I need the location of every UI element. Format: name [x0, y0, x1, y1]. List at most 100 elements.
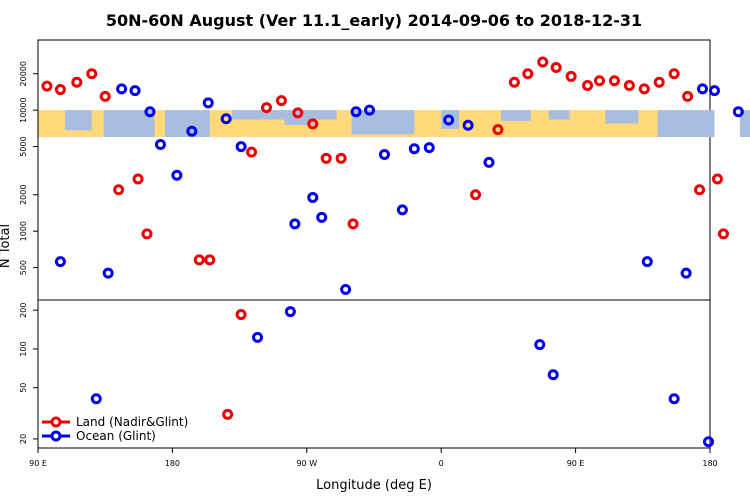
land-point	[653, 76, 665, 88]
land-point	[508, 76, 520, 88]
map-sea-patch	[351, 110, 415, 135]
y-tick-label: 1000	[19, 221, 28, 241]
land-point	[347, 218, 359, 230]
land-point	[668, 68, 680, 80]
x-tick-label: 90 E	[29, 459, 47, 468]
land-point	[132, 173, 144, 185]
ocean-point	[534, 339, 546, 351]
x-tick-label: 180	[165, 459, 180, 468]
y-axis-bottom: 20 50 100 200	[19, 303, 38, 444]
land-point	[470, 189, 482, 201]
land-point	[86, 68, 98, 80]
ocean-point	[378, 149, 390, 161]
ocean-point	[202, 97, 214, 109]
land-point	[550, 62, 562, 74]
map-sea-patch	[548, 110, 570, 120]
land-point	[235, 309, 247, 321]
world-map-band	[38, 110, 750, 138]
ocean-point	[340, 283, 352, 295]
ocean-point	[102, 267, 114, 279]
y-axis-top: 500 1000 2000 5000 10000 20000	[19, 61, 38, 275]
ocean-point	[289, 218, 301, 230]
land-point	[694, 184, 706, 196]
ocean-point	[364, 104, 376, 116]
x-tick-label: 90 W	[296, 459, 317, 468]
bottom-panel-points	[90, 306, 715, 448]
y-tick-label: 200	[19, 303, 28, 318]
y-tick-label: 500	[19, 260, 28, 275]
land-point	[222, 408, 234, 420]
ocean-point	[284, 306, 296, 318]
bottom-panel-frame	[37, 299, 711, 449]
land-point	[638, 83, 650, 95]
legend-label: Land (Nadir&Glint)	[76, 415, 188, 429]
legend-marker	[50, 430, 62, 442]
top-panel-frame	[37, 39, 711, 301]
ocean-point	[396, 204, 408, 216]
ocean-point	[154, 139, 166, 151]
legend-label: Ocean (Glint)	[76, 429, 156, 443]
map-sea-patch	[739, 110, 750, 138]
land-point	[492, 124, 504, 136]
land-point	[307, 118, 319, 130]
land-point	[335, 152, 347, 164]
y-tick-label: 20	[19, 434, 28, 444]
land-point	[193, 254, 205, 266]
land-point	[593, 75, 605, 87]
land-point	[41, 80, 53, 92]
map-sea-patch	[64, 110, 92, 131]
ocean-point	[307, 191, 319, 203]
land-point	[623, 79, 635, 91]
chart-title: 50N-60N August (Ver 11.1_early) 2014-09-…	[106, 11, 642, 30]
land-point	[292, 107, 304, 119]
y-tick-label: 50	[19, 383, 28, 393]
ocean-point	[462, 119, 474, 131]
ocean-point	[697, 83, 709, 95]
x-tick-label: 0	[439, 459, 444, 468]
ocean-point	[171, 169, 183, 181]
land-point	[260, 102, 272, 114]
land-point	[582, 79, 594, 91]
land-point	[54, 84, 66, 96]
ocean-point	[316, 211, 328, 223]
ocean-point	[350, 106, 362, 118]
ocean-point	[680, 267, 692, 279]
land-point	[682, 90, 694, 102]
land-point	[71, 76, 83, 88]
ocean-point	[116, 83, 128, 95]
ocean-point	[252, 331, 264, 343]
ocean-point	[703, 436, 715, 448]
top-panel-points	[41, 56, 744, 295]
land-point	[522, 68, 534, 80]
land-point	[246, 146, 258, 158]
land-point	[565, 70, 577, 82]
ocean-point	[235, 141, 247, 153]
land-point	[537, 56, 549, 68]
x-tick-label: 90 E	[567, 459, 585, 468]
y-tick-label: 5000	[19, 136, 28, 156]
map-sea-patch	[500, 110, 531, 121]
ocean-point	[708, 85, 720, 97]
ocean-point	[423, 142, 435, 154]
land-point	[204, 254, 216, 266]
legend-marker	[50, 416, 62, 428]
ocean-point	[732, 106, 744, 118]
ocean-point	[483, 156, 495, 168]
ocean-point	[220, 113, 232, 125]
map-sea-patch	[657, 110, 715, 138]
land-point	[99, 90, 111, 102]
land-point	[608, 75, 620, 87]
y-tick-label: 2000	[19, 185, 28, 205]
land-point	[711, 173, 723, 185]
y-tick-label: 20000	[19, 61, 28, 86]
legend: Land (Nadir&Glint)Ocean (Glint)	[42, 415, 188, 443]
y-tick-label: 10000	[19, 97, 28, 122]
ocean-point	[129, 85, 141, 97]
y-tick-label: 100	[19, 341, 28, 356]
land-point	[141, 228, 153, 240]
land-point	[113, 184, 125, 196]
ocean-point	[90, 393, 102, 405]
ocean-point	[443, 114, 455, 126]
map-sea-patch	[232, 110, 337, 120]
ocean-point	[408, 143, 420, 155]
